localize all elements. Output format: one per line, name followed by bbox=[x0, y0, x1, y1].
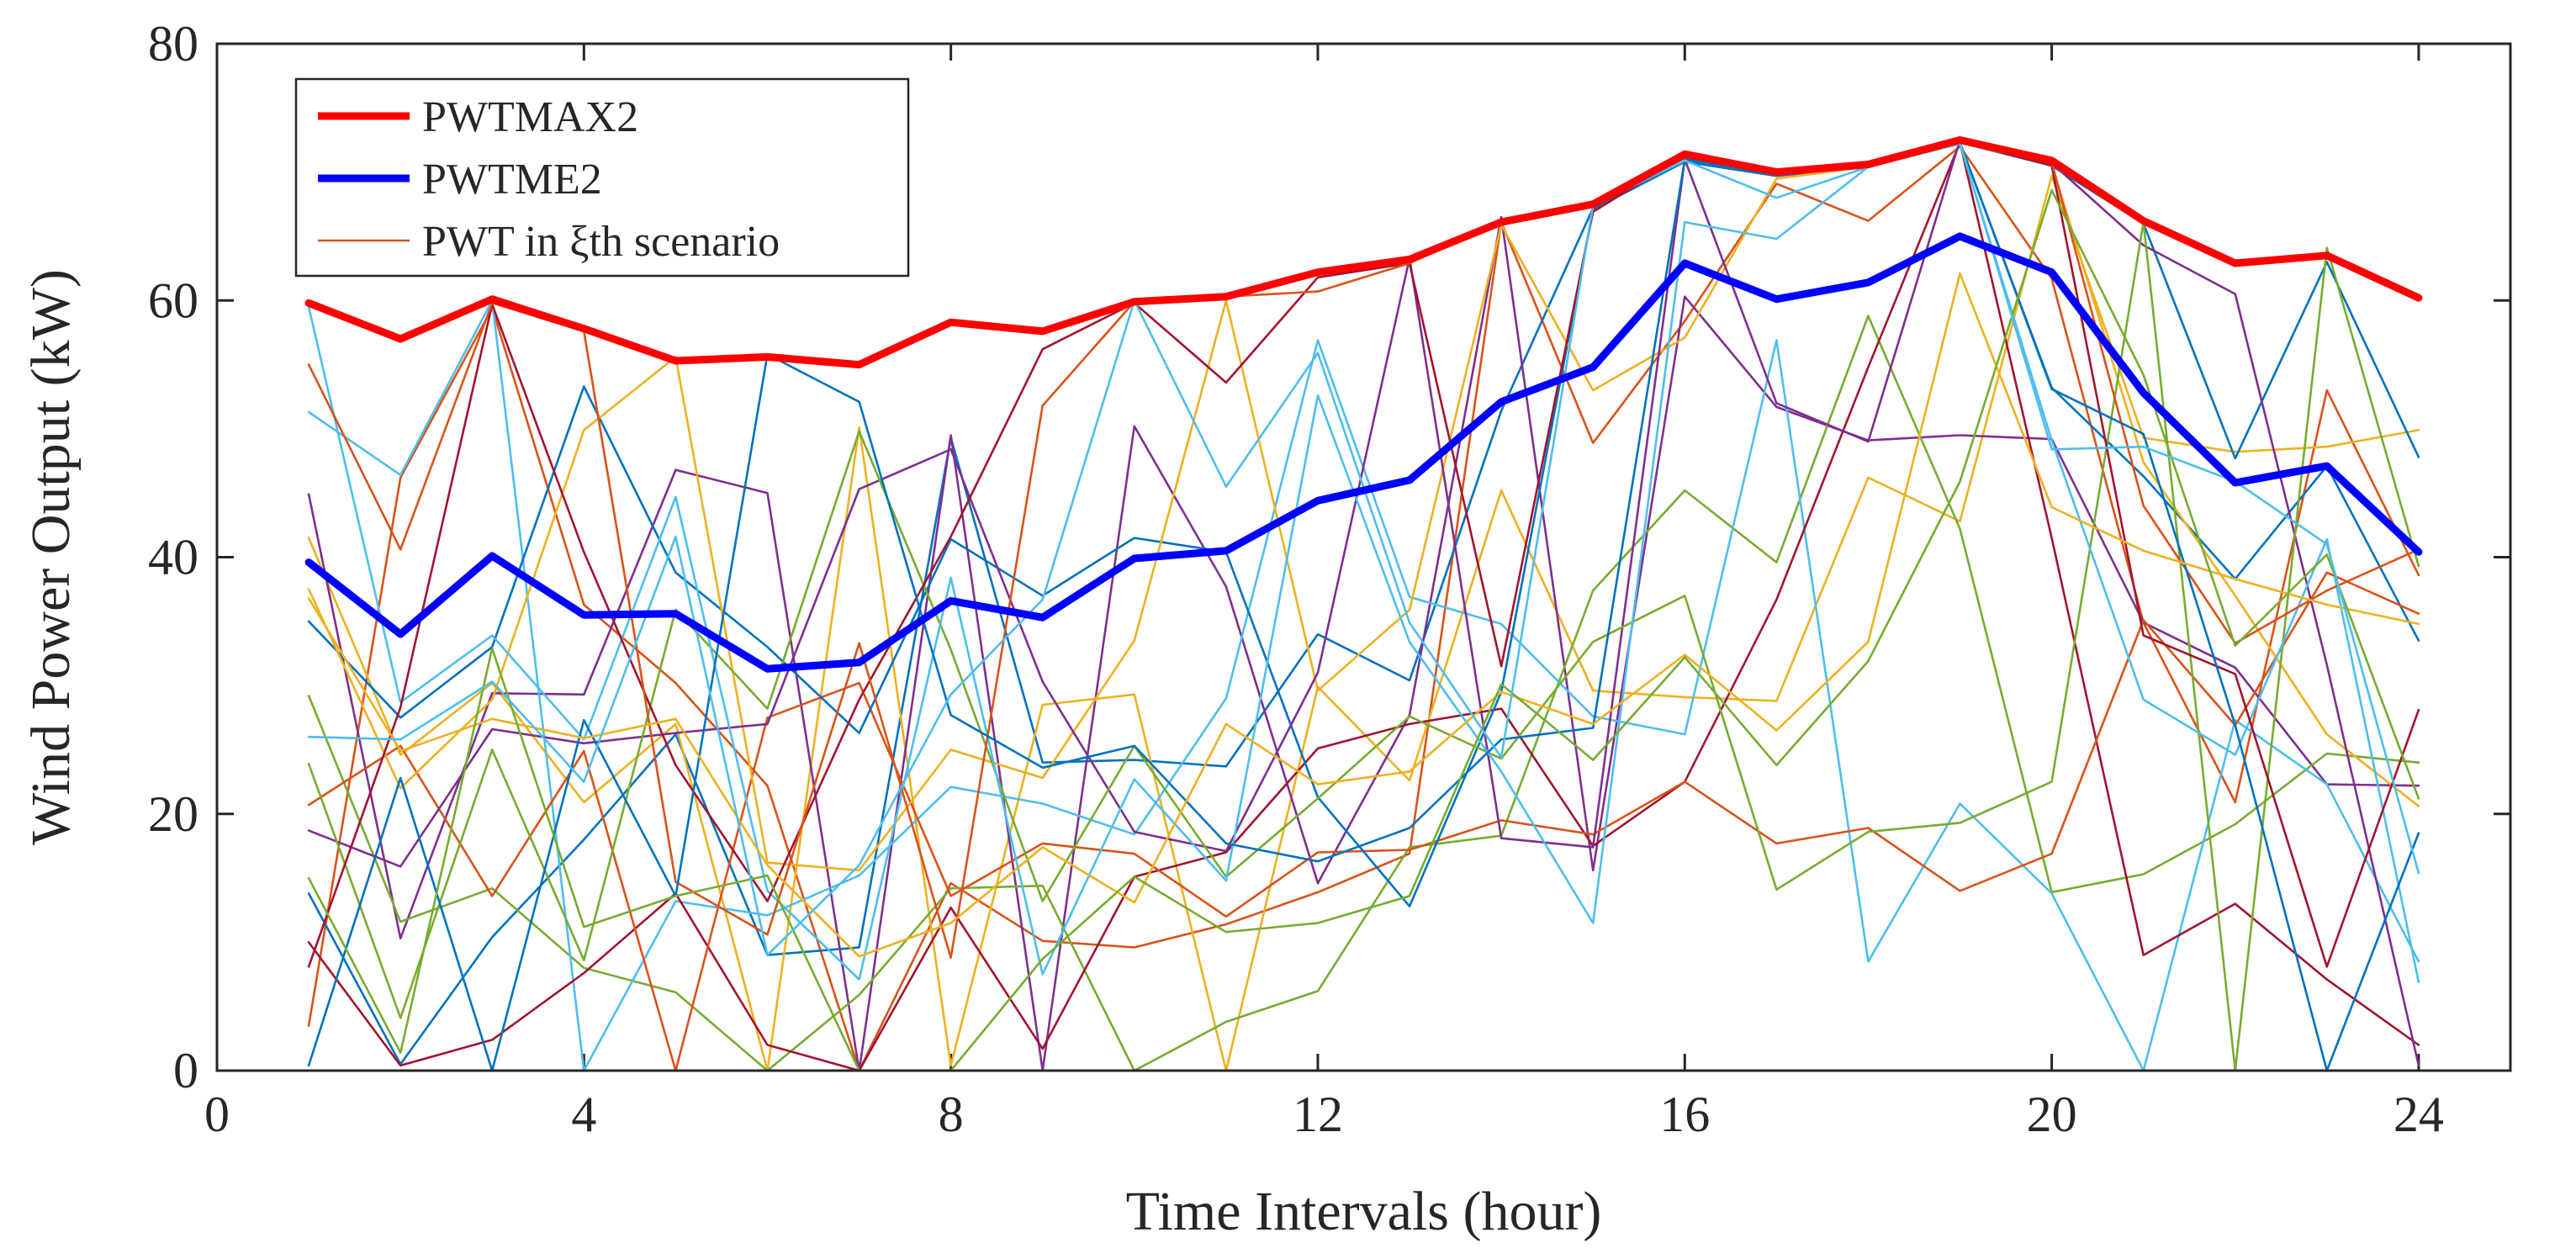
y-tick-label: 80 bbox=[148, 16, 198, 71]
y-axis-title: Wind Power Output (kW) bbox=[20, 269, 82, 845]
y-tick-label: 0 bbox=[173, 1043, 198, 1098]
x-tick-label: 24 bbox=[2394, 1087, 2444, 1142]
scenario-line-15 bbox=[307, 140, 2420, 968]
legend-label-mean: PWTME2 bbox=[422, 156, 602, 204]
scenario-line-11 bbox=[307, 141, 2420, 872]
scenario-line-5 bbox=[307, 215, 2420, 1072]
scenario-line-8 bbox=[307, 141, 2420, 1072]
scenario-line-13 bbox=[307, 220, 2420, 1072]
axes-box bbox=[215, 42, 2512, 1072]
series-layer bbox=[304, 136, 2423, 1072]
y-tick-labels: 0 20 40 60 80 bbox=[148, 16, 198, 1098]
legend-label-max: PWTMAX2 bbox=[422, 93, 638, 141]
x-tick-label: 20 bbox=[2027, 1087, 2077, 1142]
x-tick-label: 16 bbox=[1659, 1087, 1710, 1142]
scenario-line-19 bbox=[307, 188, 2420, 1072]
scenario-line-6 bbox=[307, 315, 2420, 1072]
scenario-line-17 bbox=[307, 141, 2420, 1072]
scenario-line-18 bbox=[307, 272, 2420, 958]
x-axis-title: Time Intervals (hour) bbox=[1126, 1181, 1602, 1242]
scenario-line-3 bbox=[307, 141, 2420, 1066]
legend: PWTMAX2 PWTME2 PWT in ξth scenario bbox=[294, 77, 910, 278]
x-tick-labels: 0 4 8 12 16 20 24 bbox=[204, 1087, 2444, 1142]
legend-label-scenario: PWT in ξth scenario bbox=[422, 218, 780, 266]
scenario-line-14 bbox=[307, 142, 2420, 983]
y-tick-label: 60 bbox=[148, 272, 198, 328]
series-line-pwtmax2 bbox=[304, 136, 2423, 369]
series-line-pwtme2 bbox=[304, 232, 2423, 673]
x-tick-label: 4 bbox=[571, 1087, 596, 1142]
y-tick-label: 40 bbox=[148, 530, 198, 585]
x-tick-label: 12 bbox=[1293, 1087, 1343, 1142]
x-tick-label: 0 bbox=[204, 1087, 230, 1142]
x-tick-label: 8 bbox=[939, 1087, 964, 1142]
scenario-line-12 bbox=[307, 139, 2420, 1067]
y-tick-label: 20 bbox=[148, 786, 198, 842]
